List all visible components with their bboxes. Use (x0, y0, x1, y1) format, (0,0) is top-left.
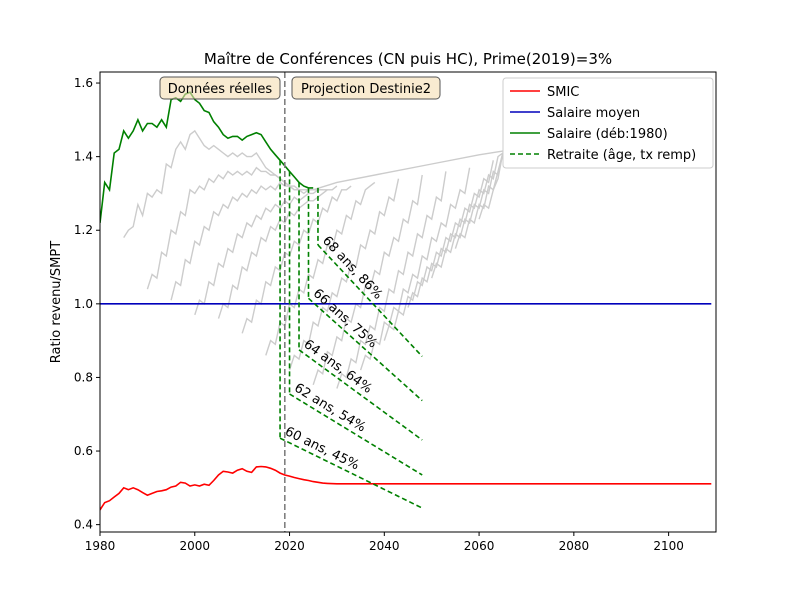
x-tick-label-2080: 2080 (559, 539, 590, 553)
series-line-smic (100, 465, 712, 511)
legend-frame (502, 77, 714, 169)
x-tick-label-1980: 1980 (85, 539, 116, 553)
y-tick-label-1: 0.6 (74, 444, 93, 458)
legend-label-retraite: Retraite (âge, tx remp) (547, 148, 696, 163)
retraite-lines (279, 160, 423, 509)
gray-curve-13 (431, 152, 504, 279)
retraite-line-66 (307, 297, 423, 402)
x-axis: 1980 2000 2020 2040 2060 2080 2100 (85, 532, 684, 553)
gray-curve-7 (288, 178, 400, 371)
gray-curve-3 (194, 189, 328, 316)
annotation-left-text: Données réelles (168, 82, 273, 97)
gray-curve-14 (454, 152, 504, 249)
chart-title: Maître de Conférences (CN puis HC), Prim… (204, 50, 612, 68)
series-line-salaire (100, 91, 314, 223)
gray-curve-1 (146, 166, 318, 290)
gray-curve-12 (407, 152, 504, 308)
y-axis-label: Ratio revenu/SMPT (49, 241, 64, 363)
gray-curve-11 (383, 160, 494, 341)
x-tick-label-2040: 2040 (369, 539, 400, 553)
retraite-label-68: 68 ans, 86% (319, 233, 385, 302)
gray-curve-10 (359, 167, 471, 371)
plot-frame (99, 71, 717, 533)
retraite-line-68 (317, 244, 423, 358)
y-tick-label-4: 1.2 (74, 223, 93, 237)
y-tick-label-5: 1.4 (74, 150, 93, 164)
y-tick-label-0: 0.4 (74, 518, 93, 532)
gray-curve-15 (478, 152, 504, 220)
gray-curve-2 (170, 181, 323, 301)
retraite-line-62 (289, 393, 423, 476)
y-axis: 0.4 0.6 0.8 1.0 1.2 1.4 1.6 (74, 76, 100, 532)
annotation-donnees-reelles: Données réelles (159, 76, 281, 100)
legend-label-salaire: Salaire (déb:1980) (547, 127, 668, 142)
y-tick-label-3: 1.0 (74, 297, 93, 311)
series-lines (100, 72, 712, 532)
y-tick-label-6: 1.6 (74, 76, 93, 90)
x-tick-label-2000: 2000 (179, 539, 210, 553)
gray-curve-8 (312, 174, 423, 386)
retraite-label-60: 60 ans, 45% (282, 424, 361, 473)
legend-label-smic: SMIC (547, 85, 579, 100)
plot-area (100, 72, 712, 532)
retraite-line-60 (279, 437, 423, 509)
y-tick-label-2: 0.8 (74, 370, 93, 384)
x-tick-label-2020: 2020 (274, 539, 305, 553)
gray-curve-9 (336, 171, 447, 389)
retraite-line-64 (298, 349, 423, 441)
gray-curve-0 (123, 129, 503, 238)
x-tick-label-2100: 2100 (653, 539, 684, 553)
x-tick-label-2060: 2060 (464, 539, 495, 553)
annotation-right-text: Projection Destinie2 (301, 82, 431, 97)
legend: SMIC Salaire moyen Salaire (déb:1980) Re… (502, 77, 714, 169)
annotation-projection: Projection Destinie2 (291, 76, 441, 100)
legend-label-salaire-moyen: Salaire moyen (547, 106, 640, 121)
